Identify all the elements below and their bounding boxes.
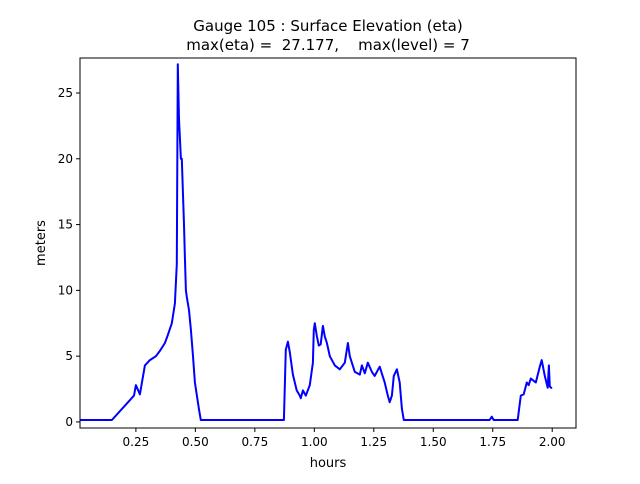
x-tick-label: 1.50 (420, 435, 447, 449)
x-tick-label: 0.75 (241, 435, 268, 449)
y-axis-label: meters (34, 220, 49, 266)
x-tick-label: 1.00 (301, 435, 328, 449)
y-tick-label: 10 (58, 283, 73, 297)
x-tick-label: 1.75 (479, 435, 506, 449)
plot-frame (79, 57, 577, 429)
x-tick-label: 2.00 (539, 435, 566, 449)
x-tick-label: 0.50 (182, 435, 209, 449)
x-axis-label: hours (310, 456, 347, 471)
y-tick-label: 15 (58, 218, 73, 232)
chart-title: Gauge 105 : Surface Elevation (eta) (193, 17, 462, 35)
y-tick-label: 5 (65, 349, 73, 363)
series-line-eta (80, 63, 553, 421)
x-tick-label: 1.25 (360, 435, 387, 449)
chart-subtitle: max(eta) = 27.177, max(level) = 7 (186, 36, 470, 54)
y-tick-label: 20 (58, 152, 73, 166)
y-tick-label: 0 (65, 415, 73, 429)
x-tick-label: 0.25 (123, 435, 150, 449)
y-tick-label: 25 (58, 86, 73, 100)
